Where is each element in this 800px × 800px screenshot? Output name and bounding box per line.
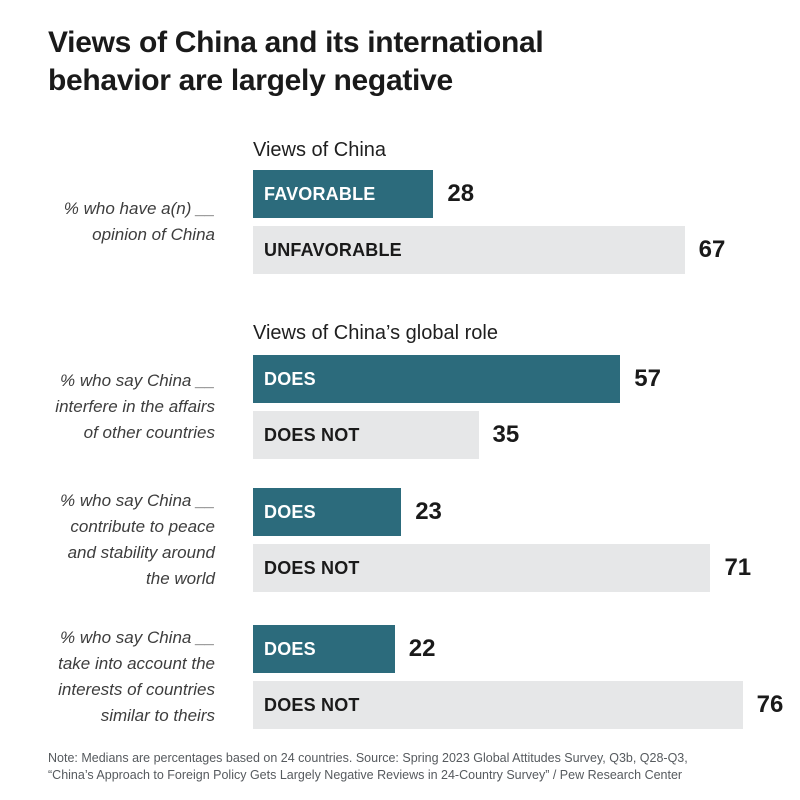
bar-row-does: DOES 57	[253, 355, 762, 403]
source-note: Note: Medians are percentages based on 2…	[48, 751, 688, 782]
bar-does-not: DOES NOT	[253, 681, 743, 729]
bar-value: 28	[447, 180, 475, 207]
bar-does-not: DOES NOT	[253, 411, 479, 459]
bar-label: DOES NOT	[264, 694, 360, 715]
panel-views-of-china: Views of China % who have a(n) __ opinio…	[48, 139, 762, 274]
bar-pair: FAVORABLE 28 UNFAVORABLE 67	[253, 170, 762, 274]
bar-row-does-not: DOES NOT 71	[253, 544, 762, 592]
bar-does: DOES	[253, 488, 402, 536]
bar-row-does-not: DOES NOT 76	[253, 681, 783, 729]
bar-label: DOES	[264, 638, 316, 659]
bar-label: UNFAVORABLE	[264, 239, 402, 260]
question-label: % who say China __ take into account the…	[58, 628, 215, 725]
panel-heading: Views of China	[253, 139, 387, 161]
bar-row-does-not: DOES NOT 35	[253, 411, 762, 459]
chart-title: Views of China and its international beh…	[48, 26, 544, 97]
bar-does: DOES	[253, 625, 395, 673]
bar-pair: DOES 22 DOES NOT 76	[253, 625, 783, 729]
bar-label: DOES NOT	[264, 557, 360, 578]
bar-label: FAVORABLE	[264, 183, 376, 204]
bar-value: 35	[492, 421, 520, 448]
bar-value: 57	[634, 365, 661, 392]
bar-pair: DOES 23 DOES NOT 71	[253, 488, 762, 592]
bar-value: 67	[698, 236, 726, 263]
bar-label: DOES	[264, 501, 316, 522]
panel-take-into-account: % who say China __ take into account the…	[48, 625, 783, 729]
panel-contribute-peace: % who say China __ contribute to peace a…	[48, 488, 762, 592]
bar-row-does: DOES 23	[253, 488, 762, 536]
bar-value: 76	[756, 691, 784, 718]
question-label: % who say China __ interfere in the affa…	[55, 371, 215, 442]
bar-value: 71	[724, 554, 752, 581]
bar-value: 23	[415, 498, 442, 525]
bar-row-does: DOES 22	[253, 625, 762, 673]
bar-row-favorable: FAVORABLE 28	[253, 170, 762, 218]
bar-value: 22	[408, 635, 436, 662]
question-label: % who say China __ contribute to peace a…	[60, 491, 215, 588]
bar-label: DOES	[264, 368, 316, 389]
bar-row-unfavorable: UNFAVORABLE 67	[253, 226, 762, 274]
bar-favorable: FAVORABLE	[253, 170, 434, 218]
panel-interfere-affairs: Views of China’s global role % who say C…	[48, 322, 762, 459]
question-label: % who have a(n) __ opinion of China	[63, 199, 215, 244]
bar-unfavorable: UNFAVORABLE	[253, 226, 685, 274]
bar-does: DOES	[253, 355, 621, 403]
panel-heading: Views of China’s global role	[253, 322, 498, 344]
bar-does-not: DOES NOT	[253, 544, 711, 592]
bar-pair: DOES 57 DOES NOT 35	[253, 355, 762, 459]
bar-label: DOES NOT	[264, 424, 360, 445]
